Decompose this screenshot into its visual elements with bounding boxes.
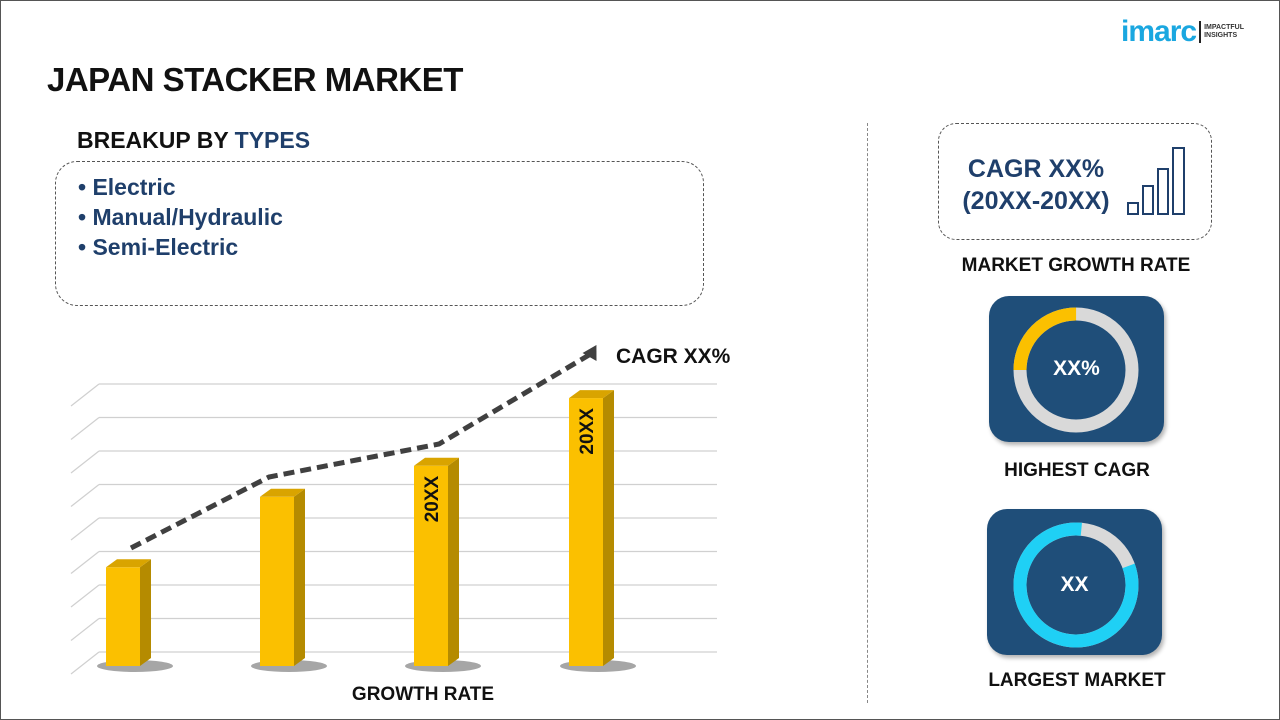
breakup-highlight: TYPES bbox=[234, 127, 311, 153]
bar-label: 20XX bbox=[422, 475, 443, 522]
logo-brand: imarc bbox=[1121, 15, 1197, 48]
gridline-depth bbox=[70, 417, 100, 440]
gridline-depth bbox=[70, 584, 100, 608]
type-item: • Electric bbox=[78, 174, 176, 200]
gridline-depth bbox=[70, 484, 100, 507]
bar-growth-icon bbox=[1127, 147, 1185, 215]
growth-chart: 20XX 20XX CAGR XX% GROWTH RATE bbox=[70, 344, 731, 705]
logo-tagline-1: IMPACTFUL bbox=[1204, 24, 1244, 31]
gridline-depth bbox=[70, 618, 100, 641]
largest-market-value: XX bbox=[1060, 573, 1089, 596]
logo-tagline-2: INSIGHTS bbox=[1204, 32, 1238, 39]
bar-top bbox=[106, 559, 151, 568]
bar-label: 20XX bbox=[577, 408, 598, 455]
trend-line bbox=[129, 352, 591, 551]
trend-arrow-icon bbox=[582, 344, 597, 362]
breakup-heading: BREAKUP BY TYPES bbox=[77, 127, 310, 154]
types-list: • Electric • Manual/Hydraulic • Semi-Ele… bbox=[55, 161, 704, 306]
gridline-depth bbox=[70, 517, 100, 541]
breakup-prefix: BREAKUP BY bbox=[77, 127, 229, 153]
gridline-depth bbox=[70, 551, 100, 574]
bar-top bbox=[260, 488, 305, 497]
highest-cagr-label: HIGHEST CAGR bbox=[1004, 460, 1150, 481]
largest-market-label: LARGEST MARKET bbox=[988, 670, 1166, 691]
trend-label: CAGR XX% bbox=[616, 345, 731, 368]
market-growth-label: MARKET GROWTH RATE bbox=[961, 255, 1191, 276]
gridline-depth bbox=[70, 651, 100, 675]
largest-market-donut bbox=[1013, 522, 1139, 648]
type-item: • Semi-Electric bbox=[78, 234, 239, 260]
bar-side bbox=[448, 457, 459, 666]
highest-donut-segment bbox=[1013, 307, 1139, 433]
largest-donut-segment bbox=[1013, 522, 1139, 648]
gridline-depth bbox=[70, 383, 100, 407]
type-item: • Manual/Hydraulic bbox=[78, 204, 283, 230]
highest-cagr-donut bbox=[1013, 307, 1139, 433]
cagr-box bbox=[938, 123, 1212, 240]
logo-tagline: IMPACTFUL INSIGHTS bbox=[1204, 24, 1244, 40]
bar bbox=[260, 496, 294, 666]
bar-side bbox=[294, 488, 305, 666]
bar bbox=[414, 465, 448, 666]
imarc-logo: imarc IMPACTFUL INSIGHTS bbox=[1121, 15, 1244, 49]
highest-cagr-value: XX% bbox=[1053, 357, 1100, 380]
bar-side bbox=[603, 390, 614, 666]
cagr-value: CAGR XX% bbox=[967, 155, 1105, 183]
bar bbox=[106, 567, 140, 666]
logo-divider bbox=[1199, 21, 1202, 43]
bar-side bbox=[140, 559, 151, 666]
gridline-depth bbox=[70, 450, 100, 474]
section-divider bbox=[867, 123, 868, 703]
cagr-period: (20XX-20XX) bbox=[962, 187, 1110, 215]
bar bbox=[569, 398, 603, 666]
bar-top bbox=[569, 390, 614, 399]
cagr-text: CAGR XX% (20XX-20XX) bbox=[951, 153, 1121, 217]
x-axis-label: GROWTH RATE bbox=[352, 684, 494, 705]
bar-top bbox=[414, 457, 459, 466]
page-title: JAPAN STACKER MARKET bbox=[47, 61, 463, 98]
